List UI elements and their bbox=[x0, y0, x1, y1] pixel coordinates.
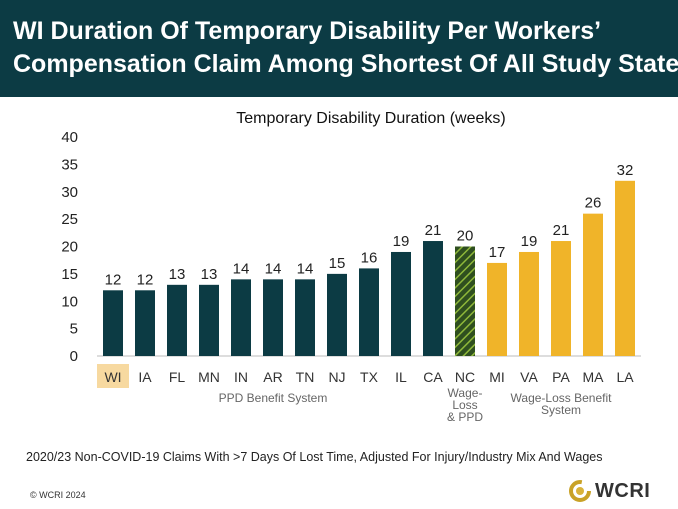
data-label: 14 bbox=[265, 260, 282, 277]
x-tick-label: PA bbox=[552, 369, 570, 385]
y-tick-label: 5 bbox=[70, 321, 78, 338]
data-label: 13 bbox=[201, 266, 218, 283]
x-tick-label: FL bbox=[169, 369, 186, 385]
x-tick-label: NC bbox=[455, 369, 475, 385]
data-label: 12 bbox=[137, 271, 154, 288]
wcri-ring-icon bbox=[569, 480, 591, 502]
bar-ca bbox=[423, 241, 443, 356]
data-label: 21 bbox=[425, 222, 442, 239]
banner-title-line-2: Compensation Claim Among Shortest Of All… bbox=[13, 50, 678, 78]
x-tick-label: WI bbox=[104, 369, 121, 385]
group-label-hybrid: Loss bbox=[452, 398, 477, 412]
bar-ar bbox=[263, 279, 283, 356]
y-tick-label: 25 bbox=[61, 211, 78, 228]
y-tick-label: 15 bbox=[61, 266, 78, 283]
x-axis: WI IA FL MN IN AR TN NJ TX IL CA NC MI VA PA MA LA bbox=[97, 364, 634, 388]
group-label-ppd: PPD Benefit System bbox=[219, 391, 328, 405]
x-tick-label: IA bbox=[138, 369, 152, 385]
y-tick-label: 40 bbox=[61, 129, 78, 146]
footnote: 2020/23 Non-COVID-19 Claims With >7 Days… bbox=[26, 450, 603, 464]
bars: 12 12 13 13 14 14 14 15 16 19 21 20 17 19 21 26 32 bbox=[103, 162, 635, 356]
y-tick-label: 35 bbox=[61, 156, 78, 173]
title-banner: WI Duration Of Temporary Disability Per … bbox=[0, 0, 678, 97]
x-tick-label: AR bbox=[263, 369, 282, 385]
group-label-wage-loss: Wage-Loss Benefit bbox=[511, 391, 613, 405]
x-tick-label: NJ bbox=[328, 369, 345, 385]
data-label: 15 bbox=[329, 255, 346, 272]
group-label-wage-loss: System bbox=[541, 403, 581, 417]
data-label: 26 bbox=[585, 195, 602, 212]
data-label: 21 bbox=[553, 222, 570, 239]
data-label: 14 bbox=[233, 260, 250, 277]
data-label: 20 bbox=[457, 228, 474, 245]
group-labels: PPD Benefit System Wage-Loss& PPD Wage-Los… bbox=[219, 386, 612, 424]
banner-title-line-1: WI Duration Of Temporary Disability Per … bbox=[13, 17, 602, 45]
bar-mi bbox=[487, 262, 507, 356]
data-label: 13 bbox=[169, 266, 186, 283]
y-tick-label: 10 bbox=[61, 293, 78, 310]
highlight-box bbox=[97, 364, 129, 388]
wcri-logo: WCRI bbox=[568, 478, 650, 504]
x-tick-label: IN bbox=[234, 369, 248, 385]
data-label: 32 bbox=[617, 162, 634, 179]
y-tick-label: 0 bbox=[70, 348, 78, 365]
bar-ma bbox=[583, 213, 603, 356]
bar-pa bbox=[551, 241, 571, 356]
data-label: 16 bbox=[361, 249, 378, 266]
x-tick-label: CA bbox=[423, 369, 443, 385]
logo-text: WCRI bbox=[595, 479, 651, 502]
data-label: 17 bbox=[489, 244, 506, 261]
x-tick-label: MN bbox=[198, 369, 220, 385]
data-label: 14 bbox=[297, 260, 314, 277]
x-tick-label: TX bbox=[360, 369, 379, 385]
bar-chart: Temporary Disability Duration (weeks) 0 5… bbox=[61, 110, 641, 424]
chart-title: Temporary Disability Duration (weeks) bbox=[236, 110, 505, 127]
x-tick-label: TN bbox=[296, 369, 315, 385]
data-label: 12 bbox=[105, 271, 122, 288]
x-tick-label: IL bbox=[395, 369, 407, 385]
bar-ia bbox=[135, 290, 155, 356]
x-tick-label: VA bbox=[520, 369, 538, 385]
group-label-hybrid: & PPD bbox=[447, 410, 483, 424]
x-tick-label: LA bbox=[616, 369, 634, 385]
copyright: © WCRI 2024 bbox=[30, 490, 86, 500]
bar-in bbox=[231, 279, 251, 356]
bar-fl bbox=[167, 284, 187, 356]
bar-il bbox=[391, 251, 411, 356]
bar-va bbox=[519, 251, 539, 356]
bar-tx bbox=[359, 268, 379, 356]
y-tick-label: 20 bbox=[61, 239, 78, 256]
x-tick-label: MI bbox=[489, 369, 505, 385]
bar-nc bbox=[455, 246, 475, 356]
x-tick-label: MA bbox=[583, 369, 605, 385]
bar-wi bbox=[103, 290, 123, 356]
bar-nj bbox=[327, 273, 347, 356]
data-label: 19 bbox=[393, 233, 410, 250]
group-label-hybrid: Wage- bbox=[448, 386, 483, 400]
bar-tn bbox=[295, 279, 315, 356]
data-label: 19 bbox=[521, 233, 538, 250]
y-tick-label: 30 bbox=[61, 184, 78, 201]
bar-mn bbox=[199, 284, 219, 356]
bar-la bbox=[615, 180, 635, 356]
